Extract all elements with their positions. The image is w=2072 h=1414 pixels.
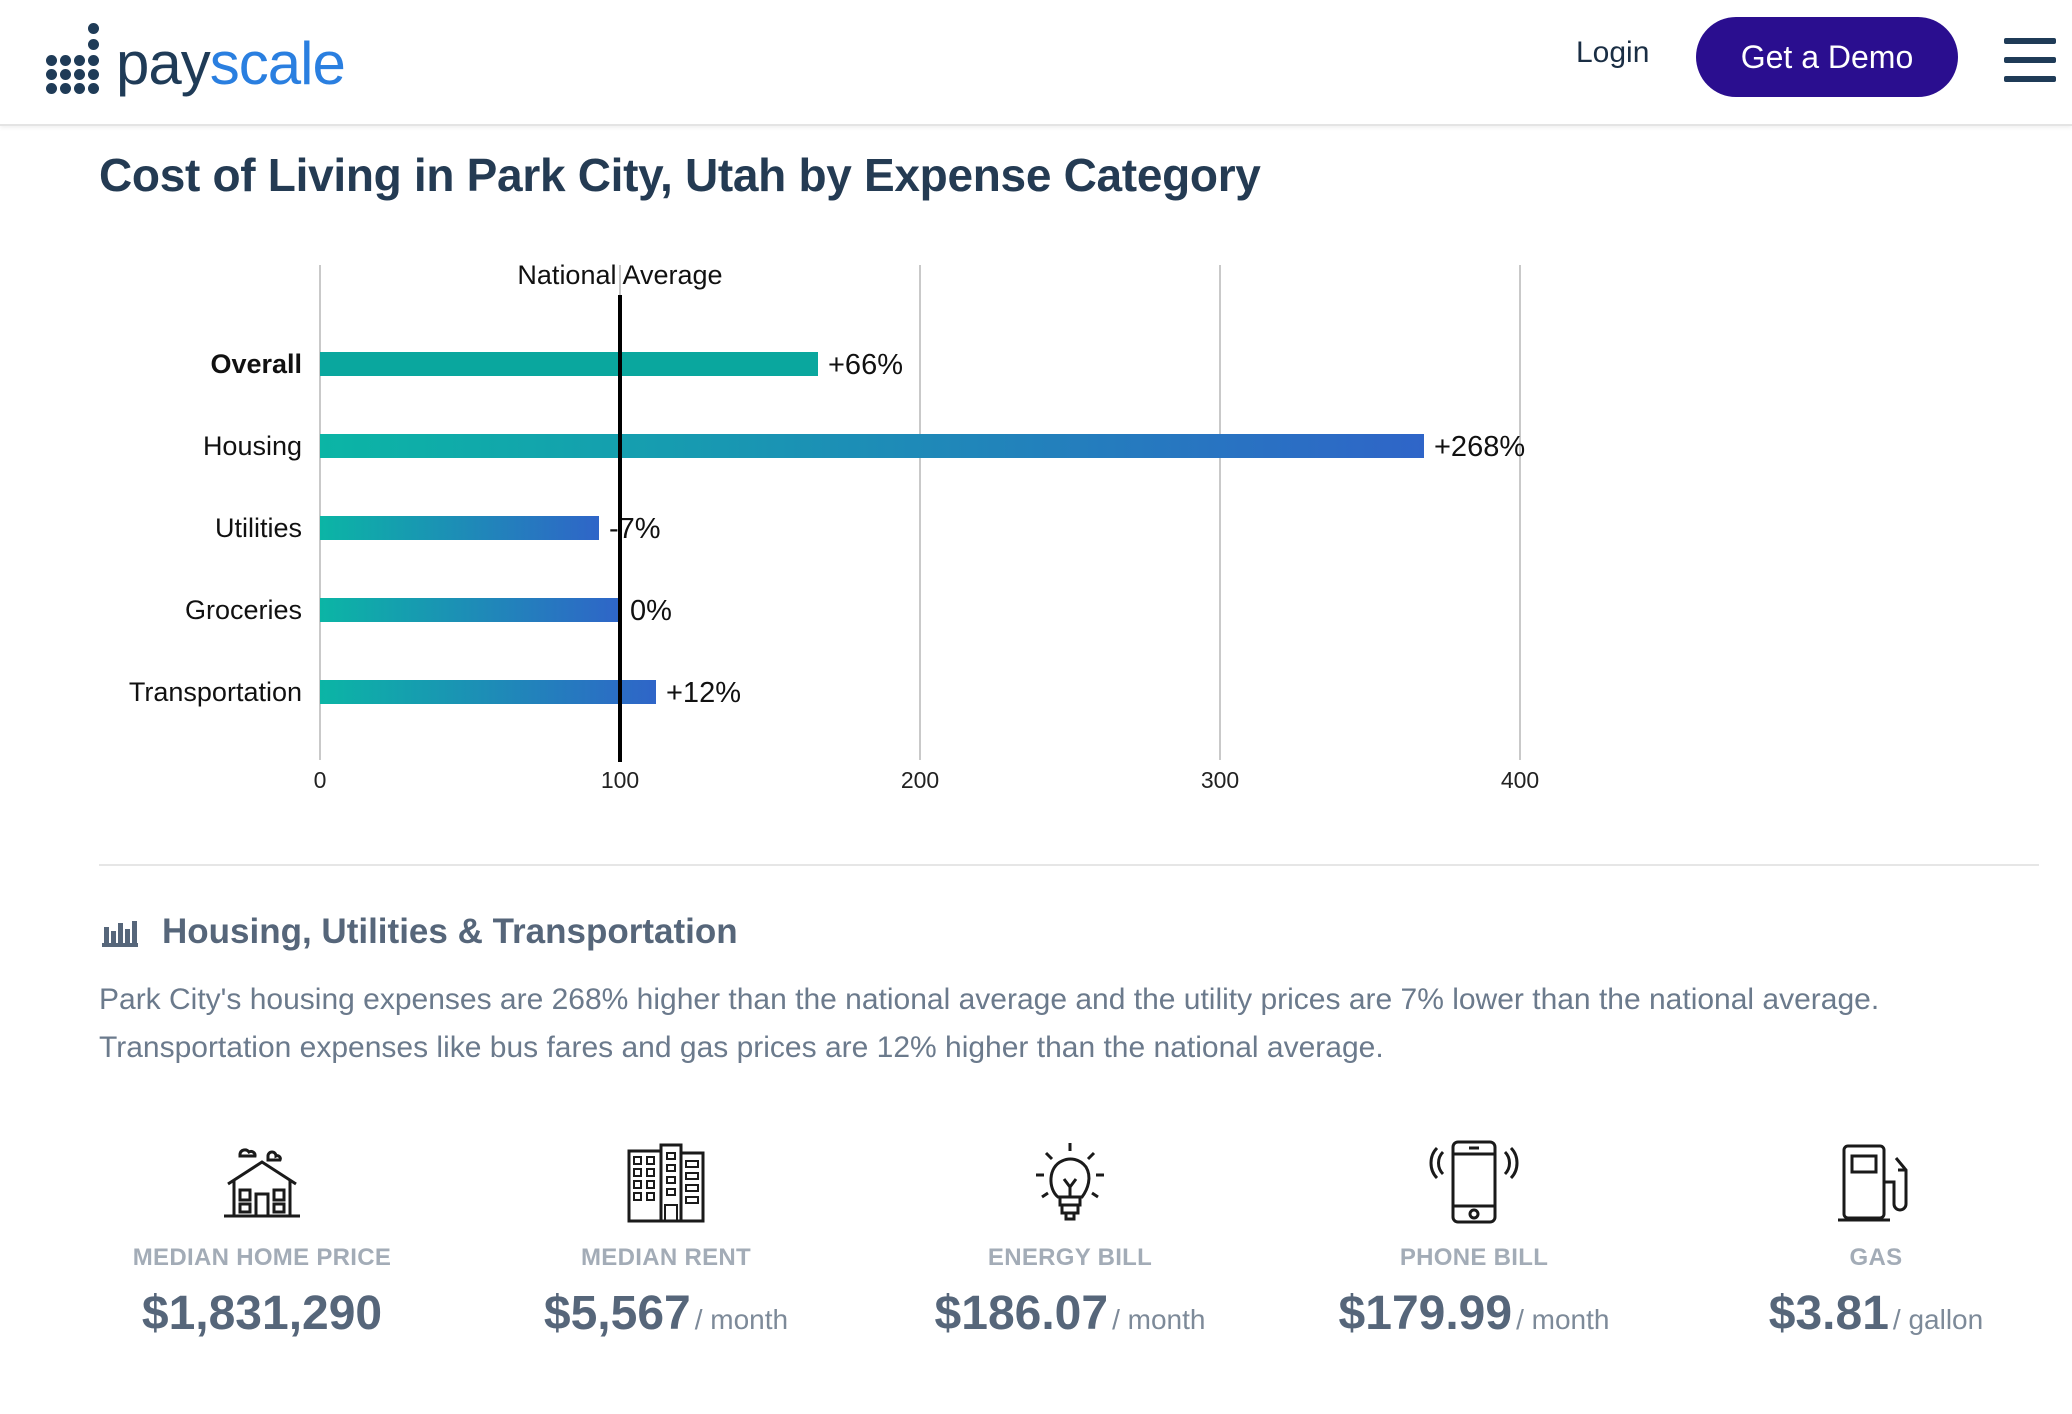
x-tick-label: 100 [601,767,639,793]
logo-dots-icon [44,19,106,99]
x-tick-label: 300 [1201,767,1239,793]
bar-chart-icon [102,921,138,947]
section-title: Housing, Utilities & Transportation [162,912,738,951]
stat-value: $186.07 [934,1287,1109,1340]
page-title: Cost of Living in Park City, Utah by Exp… [99,149,1261,201]
bar-overall [320,352,818,376]
category-label: Housing [203,431,302,461]
bar-housing [320,434,1424,458]
stat-value: $5,567 [543,1287,691,1340]
category-label: Utilities [215,513,302,543]
section-description: Park City's housing expenses are 268% hi… [99,983,1880,1064]
section-divider [99,864,2039,866]
stat-label: GAS [1849,1244,1903,1271]
stat-unit: / month [1516,1304,1610,1335]
logo-text-scale: scale [209,29,346,97]
apartment-building-icon [627,1143,705,1223]
stat-value: $179.99 [1338,1287,1513,1340]
stat-value: $3.81 [1768,1287,1889,1340]
gas-pump-icon [1838,1144,1908,1222]
logo-text-pay: pay [116,29,211,97]
data-label: 0% [630,595,672,627]
data-label: +12% [666,677,741,709]
x-tick-label: 200 [901,767,939,793]
data-label: -7% [609,513,661,545]
get-a-demo-button[interactable]: Get a Demo [1696,17,1958,97]
data-label: +66% [828,349,903,381]
stat-energy-bill: ENERGY BILL $186.07/ month [870,1140,1270,1341]
site-header: payscale Login Get a Demo [0,0,2072,126]
stat-label: MEDIAN RENT [581,1244,751,1271]
bar-transportation [320,680,656,704]
x-tick-label: 400 [1501,767,1539,793]
stat-label: ENERGY BILL [987,1244,1153,1271]
stat-unit: / gallon [1892,1304,1984,1335]
x-tick-label: 0 [314,767,327,793]
stat-gas: GAS $3.81/ gallon [1676,1140,2072,1341]
section-header: Housing, Utilities & Transportation [102,912,738,952]
payscale-logo[interactable]: payscale [44,14,346,104]
stat-value: $1,831,290 [141,1287,383,1340]
stat-label: PHONE BILL [1399,1244,1549,1271]
stat-median-rent: MEDIAN RENT $5,567/ month [466,1140,866,1341]
phone-icon [1429,1140,1519,1224]
category-label: Groceries [185,595,302,625]
category-label: Transportation [129,677,302,707]
expense-category-chart: 0 100 200 300 400 Overall +66% Housing +268% Uti… [129,260,1539,793]
logo-wordmark: payscale [116,29,346,98]
stat-median-home-price: MEDIAN HOME PRICE $1,831,290 [62,1140,462,1341]
hamburger-menu-icon[interactable] [2004,38,2056,82]
data-label: +268% [1434,431,1525,463]
bar-groceries [320,598,620,622]
stat-phone-bill: PHONE BILL $179.99/ month [1274,1140,1674,1341]
house-icon [224,1148,300,1218]
bar-utilities [320,516,599,540]
login-link[interactable]: Login [1576,36,1650,69]
national-average-label: National Average [517,260,722,290]
stat-label: MEDIAN HOME PRICE [132,1244,392,1271]
lightbulb-icon [1036,1143,1104,1221]
stat-unit: / month [1112,1304,1206,1335]
stat-unit: / month [694,1304,789,1335]
category-label: Overall [210,349,302,379]
